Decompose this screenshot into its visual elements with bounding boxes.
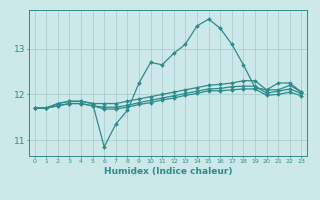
X-axis label: Humidex (Indice chaleur): Humidex (Indice chaleur) <box>104 167 232 176</box>
